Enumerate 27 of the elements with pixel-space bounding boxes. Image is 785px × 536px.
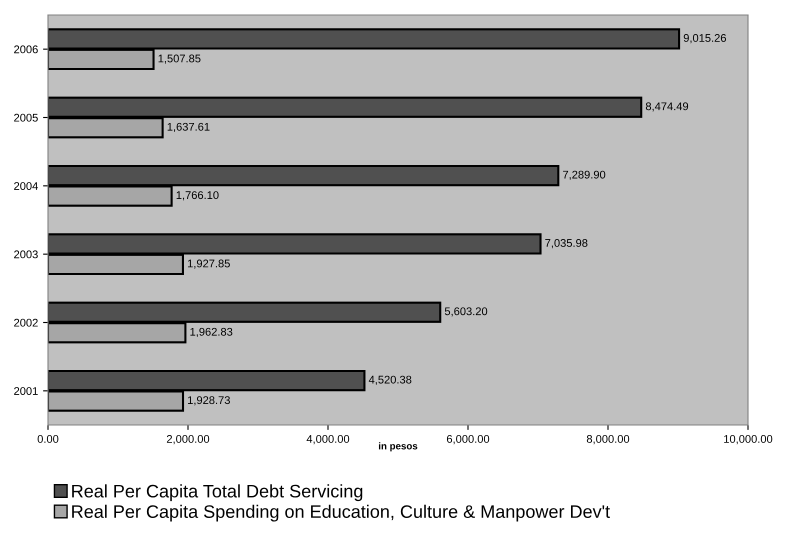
data-label: 5,603.20 <box>444 307 488 317</box>
y-tick-label: 2004 <box>14 182 38 190</box>
y-tick-label: 2003 <box>14 250 38 258</box>
x-tick-label: 2,000.00 <box>166 435 210 444</box>
data-label: 1,507.85 <box>158 54 200 64</box>
data-label: 7,289.90 <box>563 170 606 180</box>
legend-label: Real Per Capita Total Debt Servicing <box>72 484 362 502</box>
data-label: 1,962.83 <box>190 328 232 338</box>
x-tick-label: 0.00 <box>38 435 58 443</box>
data-label: 1,637.61 <box>168 122 210 132</box>
x-tick-label: 10,000.00 <box>724 435 772 444</box>
data-label: 1,928.73 <box>188 396 230 406</box>
x-tick-label: 4,000.00 <box>306 435 350 444</box>
x-axis-title: in pesos <box>378 442 418 452</box>
legend-label: Real Per Capita Spending on Education, Culture & Manpower Dev't <box>72 504 610 522</box>
data-label: 9,015.26 <box>684 34 726 44</box>
x-tick-label: 8,000.00 <box>586 435 630 444</box>
y-tick-label: 2002 <box>14 318 38 327</box>
x-tick-label: 6,000.00 <box>446 435 490 444</box>
data-label: 8,474.49 <box>646 102 688 112</box>
data-label: 4,520.38 <box>368 376 412 385</box>
data-label: 7,035.98 <box>545 239 588 248</box>
y-tick-label: 2005 <box>14 114 38 122</box>
data-label: 1,766.10 <box>176 191 219 200</box>
y-tick-label: 2001 <box>14 387 38 395</box>
y-tick-label: 2006 <box>14 45 38 54</box>
data-label: 1,927.85 <box>188 260 230 269</box>
